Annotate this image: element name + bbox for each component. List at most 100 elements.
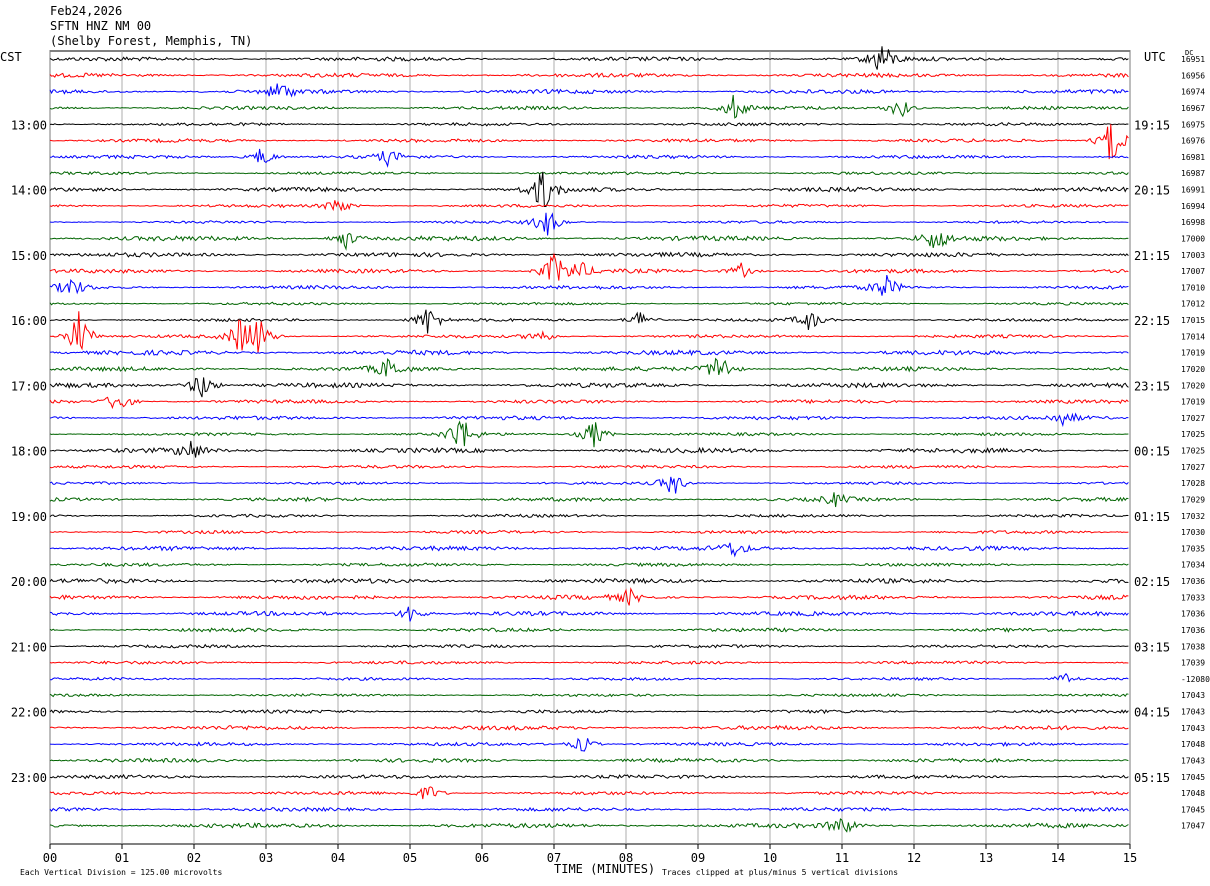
cst-hour-label: 20:00	[11, 575, 47, 589]
dc-offset-label: 17035	[1181, 544, 1205, 553]
dc-offset-label: 17025	[1181, 447, 1205, 456]
header-location: (Shelby Forest, Memphis, TN)	[50, 34, 253, 48]
cst-hour-label: 17:00	[11, 379, 47, 393]
seismic-trace	[49, 724, 1129, 731]
seismic-trace	[49, 171, 1129, 176]
seismic-trace	[49, 562, 1129, 568]
seismic-trace	[49, 786, 1129, 800]
seismic-trace	[49, 542, 1129, 558]
dc-offset-label: 16991	[1181, 186, 1205, 195]
dc-offset-label: 17010	[1181, 283, 1205, 292]
x-tick-label: 09	[691, 851, 705, 865]
x-tick-label: 00	[43, 851, 57, 865]
x-tick-label: 04	[331, 851, 345, 865]
seismic-trace	[49, 757, 1129, 764]
dc-offset-label: 17027	[1181, 463, 1205, 472]
seismic-trace	[49, 311, 1129, 353]
dc-offset-label: 17019	[1181, 398, 1205, 407]
utc-hour-label: 04:15	[1134, 706, 1170, 720]
dc-offset-label: 17045	[1181, 773, 1205, 782]
utc-hour-label: 01:15	[1134, 510, 1170, 524]
cst-hour-label: 15:00	[11, 249, 47, 263]
x-tick-label: 14	[1051, 851, 1065, 865]
seismic-trace	[49, 212, 1129, 236]
utc-hour-label: 03:15	[1134, 640, 1170, 654]
dc-offset-label: 16956	[1181, 71, 1205, 80]
seismic-trace	[49, 737, 1129, 752]
dc-offset-label: 17036	[1181, 626, 1205, 635]
cst-hour-label: 16:00	[11, 314, 47, 328]
seismic-trace	[49, 124, 1129, 160]
dc-offset-label: 17043	[1181, 756, 1205, 765]
x-tick-label: 15	[1123, 851, 1137, 865]
scale-note: Each Vertical Division = 125.00 microvol…	[20, 868, 223, 877]
seismic-trace	[49, 529, 1129, 535]
header-date: Feb24,2026	[50, 4, 123, 18]
x-tick-label: 05	[403, 851, 417, 865]
cst-hour-label: 22:00	[11, 706, 47, 720]
header-channel: SFTN HNZ NM 00	[50, 19, 152, 33]
x-tick-label: 10	[763, 851, 777, 865]
dc-offset-label: 16981	[1181, 153, 1205, 162]
dc-offset-label: 17043	[1181, 724, 1205, 733]
seismic-trace	[49, 606, 1129, 622]
dc-offset-label: 17032	[1181, 512, 1205, 521]
seismic-trace	[49, 200, 1129, 212]
utc-hour-label: 22:15	[1134, 314, 1170, 328]
x-tick-label: 13	[979, 851, 993, 865]
dc-offset-label: 17027	[1181, 414, 1205, 423]
clip-note: Traces clipped at plus/minus 5 vertical …	[662, 868, 899, 877]
seismic-trace	[49, 349, 1129, 357]
dc-offset-label: 17036	[1181, 577, 1205, 586]
seismic-trace	[49, 660, 1129, 666]
seismic-trace	[49, 773, 1129, 780]
dc-offset-label: 17036	[1181, 610, 1205, 619]
dc-offset-label: 17043	[1181, 708, 1205, 717]
cst-hour-label: 19:00	[11, 510, 47, 524]
dc-offset-label: 17047	[1181, 822, 1205, 831]
dc-offset-label: 17019	[1181, 349, 1205, 358]
dc-offset-label: 16974	[1181, 88, 1205, 97]
utc-hour-label: 02:15	[1134, 575, 1170, 589]
seismic-trace	[49, 586, 1129, 606]
dc-offset-label: 17048	[1181, 740, 1205, 749]
dc-offset-label: 17030	[1181, 528, 1205, 537]
x-tick-label: 12	[907, 851, 921, 865]
seismic-trace	[50, 232, 1129, 251]
dc-offset-label: 17015	[1181, 316, 1205, 325]
dc-offset-label: 17028	[1181, 479, 1205, 488]
seismic-trace	[49, 492, 1129, 508]
seismic-trace	[49, 72, 1129, 79]
seismic-trace	[49, 440, 1129, 458]
seismic-trace	[49, 709, 1129, 715]
seismic-trace	[49, 464, 1129, 470]
dc-offset-label: -12080	[1181, 675, 1210, 684]
dc-offset-label: 17043	[1181, 691, 1205, 700]
plot-frame	[49, 50, 1131, 845]
seismic-trace	[49, 377, 1129, 398]
dc-offset-label: 17025	[1181, 430, 1205, 439]
dc-offset-label: 17000	[1181, 234, 1205, 243]
dc-offset-label: 17038	[1181, 642, 1205, 651]
x-tick-label: 07	[547, 851, 561, 865]
dc-offset-label: 17045	[1181, 805, 1205, 814]
cst-hour-label: 14:00	[11, 184, 47, 198]
seismic-trace	[49, 252, 1129, 281]
x-tick-label: 06	[475, 851, 489, 865]
seismic-trace	[49, 396, 1129, 410]
dc-offset-label: 16987	[1181, 169, 1205, 178]
seismic-trace	[49, 577, 1129, 585]
dc-offset-label: 16994	[1181, 202, 1205, 211]
dc-offset-label: 16967	[1181, 104, 1205, 113]
utc-hour-label: 23:15	[1134, 379, 1170, 393]
utc-hour-label: 05:15	[1134, 771, 1170, 785]
x-tick-label: 01	[115, 851, 129, 865]
seismic-trace	[49, 274, 1129, 296]
dc-offset-label: 17033	[1181, 593, 1205, 602]
dc-offset-label: 16951	[1181, 55, 1205, 64]
utc-hour-label: 21:15	[1134, 249, 1170, 263]
left-timezone-label: CST	[0, 50, 22, 64]
dc-offset-label: 17003	[1181, 251, 1205, 260]
dc-column-header: DC	[1185, 49, 1194, 57]
